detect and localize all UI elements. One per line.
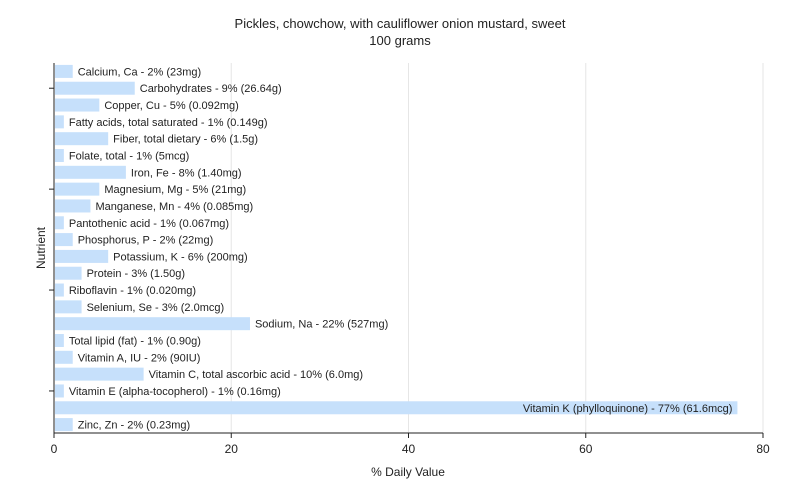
x-tick-label: 0 xyxy=(51,442,58,456)
data-label: Magnesium, Mg - 5% (21mg) xyxy=(104,184,246,196)
data-label: Carbohydrates - 9% (26.64g) xyxy=(140,83,282,95)
chart-subtitle: 100 grams xyxy=(369,33,431,48)
data-label: Vitamin K (phylloquinone) - 77% (61.6mcg… xyxy=(523,403,733,415)
data-label: Manganese, Mn - 4% (0.085mg) xyxy=(95,201,253,213)
data-label: Copper, Cu - 5% (0.092mg) xyxy=(104,100,239,112)
bar xyxy=(55,64,73,78)
bar xyxy=(55,182,100,196)
bar xyxy=(55,317,250,331)
data-label: Iron, Fe - 8% (1.40mg) xyxy=(131,167,242,179)
bars xyxy=(55,64,738,432)
data-label: Vitamin C, total ascorbic acid - 10% (6.… xyxy=(149,369,363,381)
bar xyxy=(55,367,144,381)
bar xyxy=(55,115,64,129)
x-tick-label: 80 xyxy=(756,442,770,456)
data-label: Vitamin E (alpha-tocopherol) - 1% (0.16m… xyxy=(69,386,281,398)
bar xyxy=(55,132,109,146)
bar xyxy=(55,350,73,364)
bar xyxy=(55,266,82,280)
chart-title: Pickles, chowchow, with cauliflower onio… xyxy=(235,16,566,31)
data-label: Calcium, Ca - 2% (23mg) xyxy=(78,66,201,78)
data-label: Folate, total - 1% (5mcg) xyxy=(69,151,189,163)
data-label: Potassium, K - 6% (200mg) xyxy=(113,251,248,263)
x-tick-label: 40 xyxy=(402,442,416,456)
data-label: Fiber, total dietary - 6% (1.5g) xyxy=(113,134,258,146)
bar xyxy=(55,98,100,112)
grid-lines xyxy=(230,63,764,433)
data-label: Pantothenic acid - 1% (0.067mg) xyxy=(69,218,229,230)
data-label: Vitamin A, IU - 2% (90IU) xyxy=(78,352,201,364)
y-axis-label: Nutrient xyxy=(34,226,48,269)
data-label: Fatty acids, total saturated - 1% (0.149… xyxy=(69,117,268,129)
x-axis-label: % Daily Value xyxy=(371,465,445,479)
x-tick-label: 60 xyxy=(579,442,593,456)
bar xyxy=(55,165,126,179)
data-label: Riboflavin - 1% (0.020mg) xyxy=(69,285,196,297)
bar xyxy=(55,199,91,213)
bar xyxy=(55,283,64,297)
bar xyxy=(55,216,64,230)
data-label: Sodium, Na - 22% (527mg) xyxy=(255,319,388,331)
bar xyxy=(55,149,64,162)
data-label: Phosphorus, P - 2% (22mg) xyxy=(78,235,214,247)
bar xyxy=(55,384,64,398)
data-labels: Calcium, Ca - 2% (23mg) Carbohydrates - 9… xyxy=(69,66,733,431)
bar xyxy=(55,81,135,95)
bar xyxy=(55,418,73,432)
x-tick-label: 20 xyxy=(225,442,239,456)
data-label: Protein - 3% (1.50g) xyxy=(87,268,185,280)
data-label: Total lipid (fat) - 1% (0.90g) xyxy=(69,336,201,348)
bar xyxy=(55,334,64,347)
bar xyxy=(55,401,738,415)
bar xyxy=(55,300,82,314)
data-label: Selenium, Se - 3% (2.0mcg) xyxy=(87,302,225,314)
axes: 0 20 40 60 80 xyxy=(49,63,770,456)
bar xyxy=(55,249,109,263)
data-label: Zinc, Zn - 2% (0.23mg) xyxy=(78,420,190,432)
bar xyxy=(55,233,73,247)
